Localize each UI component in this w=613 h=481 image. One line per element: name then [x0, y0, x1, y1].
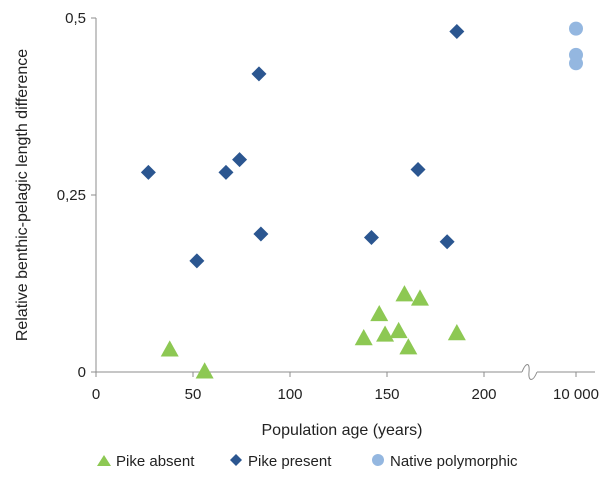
legend-marker [372, 454, 384, 466]
tick-labels: 0 0,25 0,5 0 50 100 150 200 10 000 [57, 10, 599, 403]
legend-item-pike-absent: Pike absent [97, 453, 195, 470]
point-pike-present [439, 234, 455, 250]
point-pike-present [410, 162, 426, 178]
y-tick-label: 0,5 [65, 10, 86, 27]
axis-break-mark [521, 364, 538, 380]
point-pike-absent [370, 304, 389, 322]
point-pike-present [449, 23, 465, 39]
x-tick-label: 0 [92, 386, 100, 403]
axes [91, 17, 595, 380]
x-tick-label: 10 000 [553, 386, 599, 403]
legend-item-native-polymorphic: Native polymorphic [372, 453, 518, 470]
point-pike-present [251, 66, 267, 82]
point-native-polymorphic [569, 56, 583, 71]
legend-label: Pike present [248, 453, 332, 470]
point-native-polymorphic [569, 21, 583, 36]
point-pike-absent [195, 362, 214, 379]
point-pike-absent [447, 324, 466, 341]
point-pike-present [140, 164, 156, 180]
point-pike-absent [389, 321, 408, 339]
point-pike-absent [410, 289, 429, 306]
point-pike-absent [399, 338, 418, 355]
y-axis-title: Relative benthic-pelagic length differen… [14, 49, 31, 341]
point-pike-present [253, 226, 269, 242]
x-tick-label: 100 [277, 386, 302, 403]
legend-label: Native polymorphic [390, 453, 518, 470]
point-pike-absent [395, 285, 414, 302]
point-pike-present [189, 253, 205, 269]
legend-marker [97, 455, 111, 466]
x-axis-title: Population age (years) [262, 422, 423, 439]
legend-label: Pike absent [116, 453, 195, 470]
legend: Pike absent Pike present Native polymorphi… [97, 453, 518, 470]
y-tick-label: 0,25 [57, 187, 86, 204]
point-pike-present [218, 164, 234, 180]
point-pike-absent [354, 329, 373, 346]
point-pike-present [232, 152, 248, 168]
point-pike-absent [376, 325, 395, 342]
x-tick-label: 150 [374, 386, 399, 403]
legend-item-pike-present: Pike present [230, 453, 332, 470]
data-points [140, 21, 583, 379]
legend-marker [230, 454, 242, 466]
point-pike-present [363, 229, 379, 245]
x-tick-label: 50 [185, 386, 202, 403]
y-tick-label: 0 [78, 364, 86, 381]
point-pike-absent [160, 340, 179, 357]
x-tick-label: 200 [471, 386, 496, 403]
